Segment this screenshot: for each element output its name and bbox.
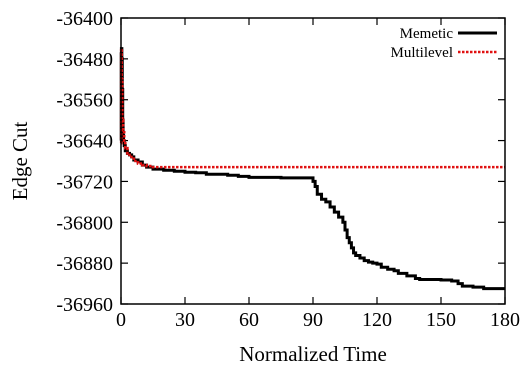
- legend-label-multilevel: Multilevel: [391, 45, 454, 61]
- legend-label-memetic: Memetic: [400, 26, 454, 42]
- legend: Memetic Multilevel: [391, 26, 497, 61]
- x-tick-label: 90: [303, 309, 323, 331]
- y-tick-label: -36720: [56, 171, 113, 193]
- x-tick-label: 150: [426, 309, 456, 331]
- x-tick-label: 0: [116, 309, 126, 331]
- x-tick-label: 60: [239, 309, 259, 331]
- series-line-memetic: [119, 47, 505, 291]
- y-tick-label: -36560: [56, 90, 113, 112]
- y-axis-title: Edge Cut: [8, 121, 32, 200]
- y-tick-label: -36800: [56, 212, 113, 234]
- plot-frame: [120, 17, 506, 305]
- series-layer: [119, 47, 505, 291]
- x-tick-label: 120: [362, 309, 392, 331]
- y-tick-label: -36640: [56, 131, 113, 153]
- y-tick-label: -36880: [56, 253, 113, 275]
- x-axis-title: Normalized Time: [239, 342, 387, 366]
- y-tick-label: -36400: [56, 8, 113, 30]
- tick-layer: 0 30 60 90 120 150 180 -36400 -36480 -36560 -36640…: [56, 8, 520, 331]
- series-line-multilevel: [119, 47, 505, 169]
- y-tick-label: -36960: [56, 294, 113, 316]
- x-tick-label: 180: [490, 309, 520, 331]
- x-tick-label: 30: [175, 309, 195, 331]
- y-tick-label: -36480: [56, 49, 113, 71]
